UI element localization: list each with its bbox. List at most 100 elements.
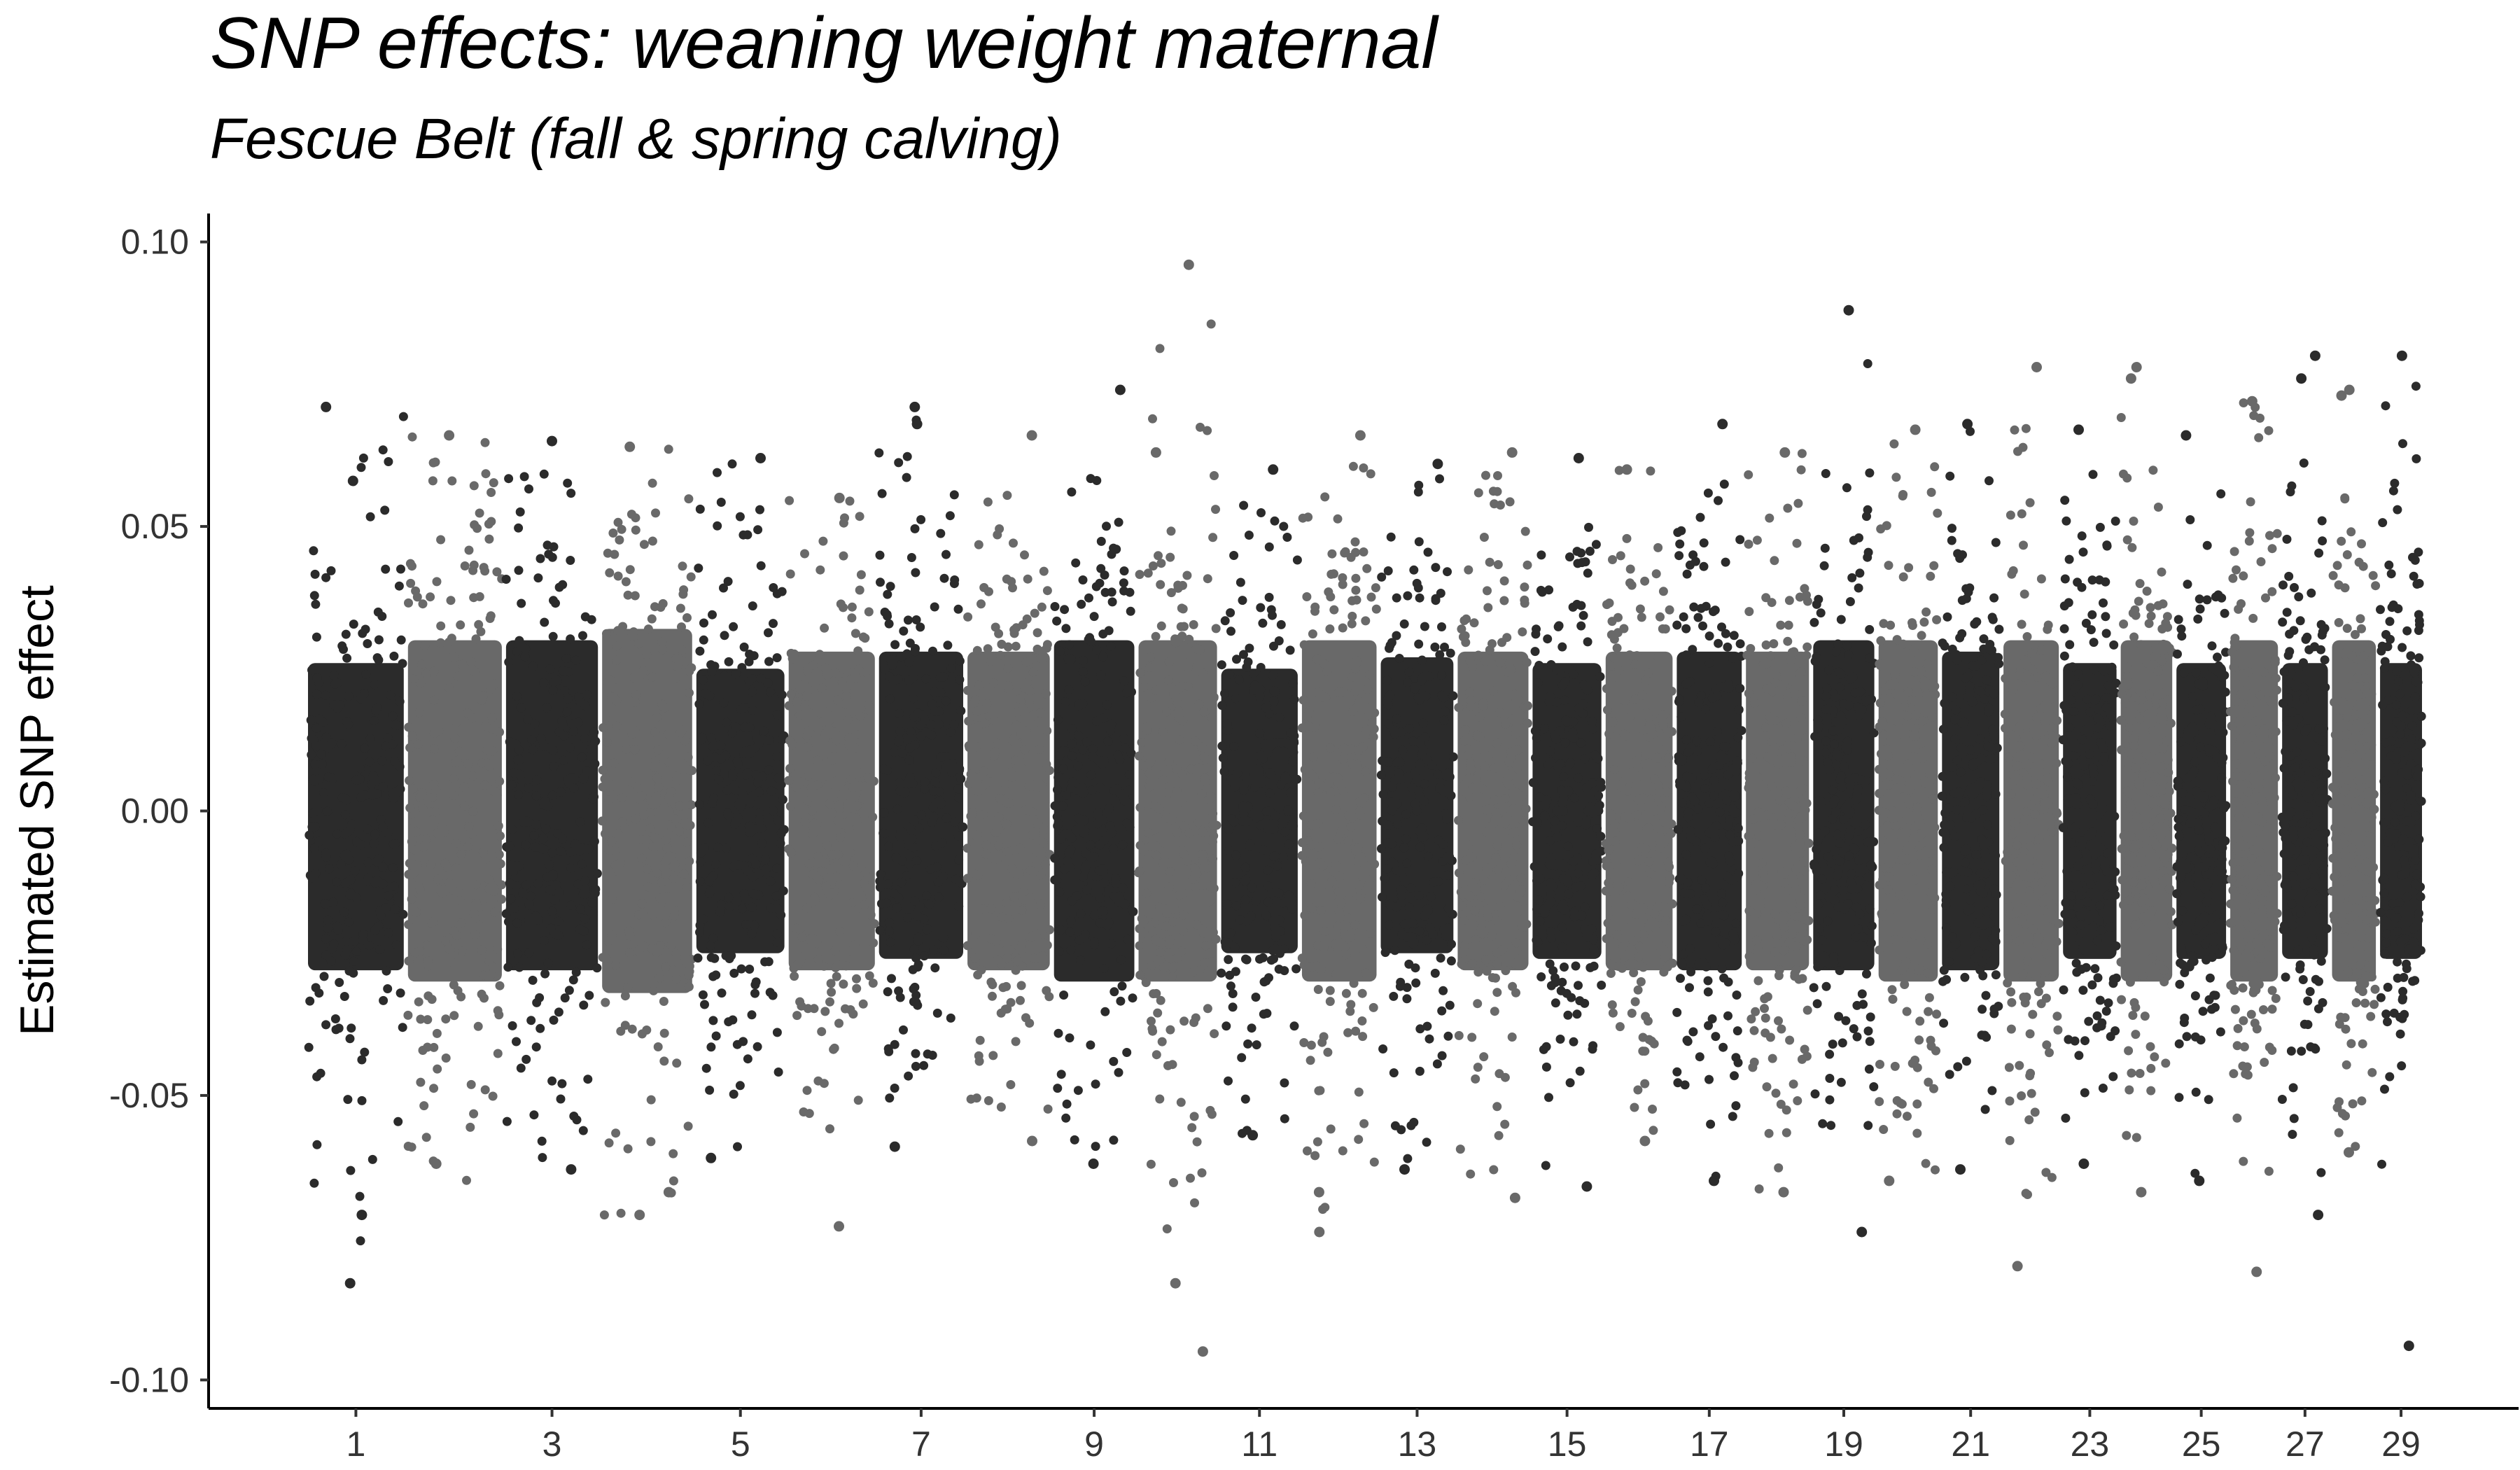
chromosome-7-extreme-point (890, 1142, 900, 1152)
chromosome-10-points (1134, 260, 1221, 1357)
chromosome-14-extreme-point (1510, 1193, 1520, 1203)
x-tick-label: 21 (1951, 1424, 1990, 1464)
x-tick-label: 13 (1398, 1424, 1437, 1464)
chromosome-13-points (1377, 458, 1458, 1175)
x-tick-label: 17 (1690, 1424, 1729, 1464)
x-tick-label: 27 (2286, 1424, 2325, 1464)
chromosome-17-extreme-point (1709, 1175, 1719, 1186)
chromosome-16-extreme-point (1639, 1136, 1650, 1147)
chromosome-13-extreme-point (1399, 1164, 1410, 1175)
chromosome-20-extreme-point (1910, 424, 1921, 435)
chromosome-22-extreme-point (2031, 362, 2042, 372)
chromosome-7-points (874, 402, 967, 1152)
chromosome-9-extreme-point (1115, 385, 1126, 396)
chromosome-6-extreme-point (834, 493, 845, 503)
chromosome-11-points (1217, 464, 1302, 1140)
chromosome-1-extreme-point (321, 402, 331, 412)
chromosome-1-extreme-point (345, 1278, 356, 1289)
chromosome-4-points (598, 442, 696, 1220)
chromosome-10-extreme-point (1151, 447, 1161, 458)
chromosome-1-extreme-point (348, 476, 358, 486)
y-tick-label: 0.00 (121, 792, 189, 831)
chromosome-8-extreme-point (1027, 430, 1037, 441)
chromosome-26-points (2226, 396, 2282, 1278)
chromosome-19-extreme-point (1844, 305, 1854, 316)
chromosome-4-extreme-point (624, 442, 635, 452)
chromosome-18-extreme-point (1779, 447, 1790, 458)
chromosome-29-extreme-point (2397, 351, 2407, 361)
chromosome-6-extreme-point (834, 1221, 844, 1231)
x-tick-label: 29 (2381, 1424, 2421, 1464)
chromosome-24-extreme-point (2132, 362, 2142, 372)
chromosome-20-points (1875, 424, 1942, 1186)
chromosome-19-points (1809, 305, 1879, 1238)
chromosome-10-extreme-point (1198, 1346, 1208, 1357)
x-tick-label: 3 (542, 1424, 562, 1464)
x-tick-label: 5 (731, 1424, 750, 1464)
chromosome-24-points (2116, 362, 2176, 1198)
chromosome-5-extreme-point (755, 453, 766, 463)
chromosome-17-extreme-point (1717, 419, 1728, 429)
chromosome-27-extreme-point (2313, 1210, 2323, 1220)
chromosome-7-extreme-point (912, 419, 923, 429)
chromosome-29-points (2376, 351, 2426, 1351)
y-tick-label: -0.10 (109, 1360, 189, 1399)
y-tick-label: -0.05 (109, 1076, 189, 1115)
chromosome-6-points (784, 493, 879, 1232)
chromosome-22-points (2001, 362, 2064, 1271)
chromosome-11-extreme-point (1247, 1130, 1258, 1140)
chromosome-10-extreme-point (1184, 260, 1194, 270)
data-points (304, 260, 2426, 1357)
chromosome-4-extreme-point (634, 1210, 645, 1220)
chromosome-6-dense-core (789, 652, 875, 970)
chromosome-27-extreme-point (2296, 373, 2306, 384)
x-tick-label: 1 (346, 1424, 366, 1464)
chromosome-4-extreme-point (664, 1187, 674, 1198)
chromosome-1-dense-core (308, 663, 404, 970)
chromosome-14-extreme-point (1507, 447, 1518, 458)
chromosome-15-extreme-point (1581, 1182, 1592, 1192)
chromosome-10-extreme-point (1170, 1278, 1181, 1289)
chromosome-2-extreme-point (444, 430, 454, 441)
chromosome-3-extreme-point (547, 436, 557, 447)
chromosome-25-points (2172, 430, 2230, 1186)
chromosome-25-extreme-point (2180, 430, 2191, 441)
x-tick-label: 23 (2071, 1424, 2110, 1464)
x-tick-label: 25 (2182, 1424, 2221, 1464)
x-tick-label: 11 (1241, 1424, 1278, 1464)
chromosome-1-extreme-point (356, 1210, 367, 1220)
chromosome-29-extreme-point (2404, 1340, 2414, 1351)
chromosome-26-extreme-point (2247, 396, 2258, 407)
chromosome-25-scatter (2172, 489, 2230, 1178)
chromosome-20-extreme-point (1884, 1175, 1894, 1186)
chromosome-28-points (2328, 385, 2380, 1158)
chromosome-12-extreme-point (1355, 430, 1366, 441)
chromosome-27-points (2278, 351, 2332, 1220)
chromosome-22-extreme-point (2012, 1261, 2023, 1271)
chromosome-21-extreme-point (1962, 419, 1973, 429)
chromosome-1-points (304, 402, 408, 1289)
chromosome-12-extreme-point (1314, 1227, 1324, 1238)
chromosome-7-extreme-point (909, 402, 920, 412)
chromosome-15-extreme-point (1574, 453, 1584, 463)
chromosome-18-scatter (1742, 449, 1813, 1194)
chromosome-18-points (1742, 447, 1813, 1198)
x-tick-label: 7 (911, 1424, 931, 1464)
chromosome-5-extreme-point (706, 1153, 716, 1163)
chromosome-8-points (963, 430, 1054, 1147)
chromosome-3-points (502, 436, 602, 1175)
chromosome-13-extreme-point (1432, 458, 1443, 469)
chromosome-9-extreme-point (1088, 1158, 1099, 1169)
chromosome-21-points (1938, 419, 2004, 1175)
chromosome-21-extreme-point (1955, 1164, 1966, 1175)
chromosome-25-extreme-point (2194, 1175, 2204, 1186)
x-tick-label: 15 (1548, 1424, 1587, 1464)
chromosome-9-points (1050, 385, 1138, 1170)
chromosome-23-points (2059, 424, 2121, 1169)
chromosome-19-extreme-point (1856, 1227, 1867, 1238)
x-tick-label: 9 (1084, 1424, 1104, 1464)
chromosome-2-extreme-point (431, 1158, 442, 1169)
chromosome-18-extreme-point (1779, 1187, 1789, 1198)
chromosome-12-points (1298, 430, 1381, 1238)
